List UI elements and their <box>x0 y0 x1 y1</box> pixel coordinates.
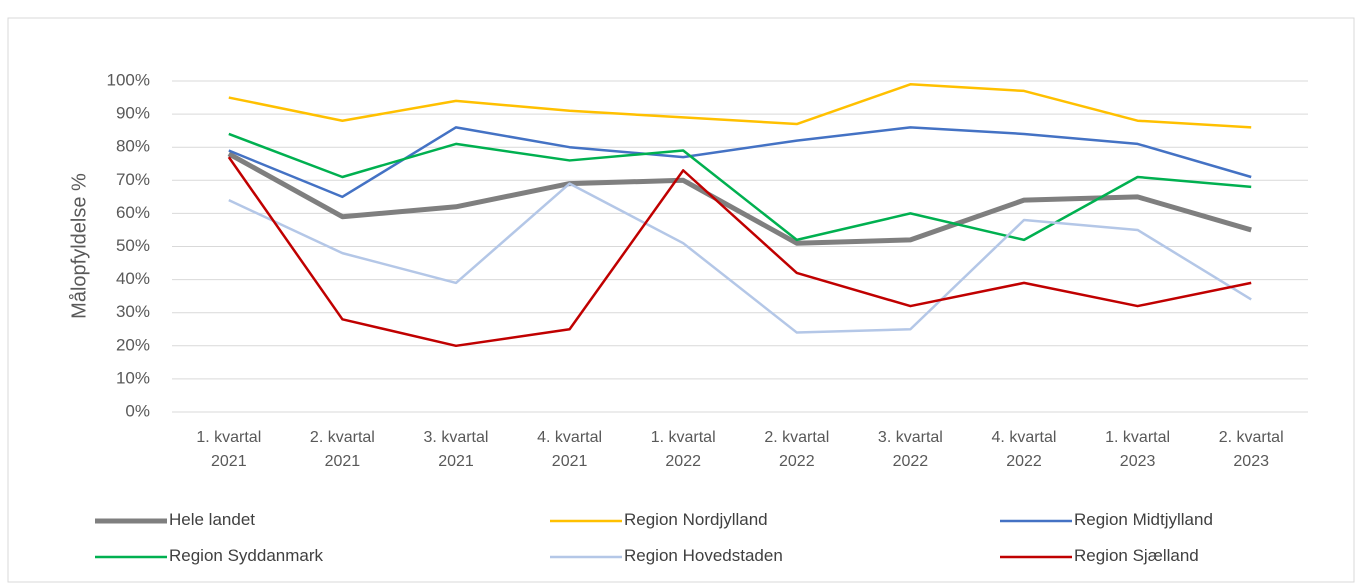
series-line <box>227 151 1252 246</box>
y-tick-label: 0% <box>125 401 150 420</box>
y-tick-label: 70% <box>116 170 150 189</box>
x-tick-label: 3. kvartal 2021 <box>423 429 489 470</box>
x-tick-label: 2. kvartal 2021 <box>309 429 375 470</box>
legend-label: Region Midtjylland <box>1074 510 1213 529</box>
y-tick-label: 50% <box>116 236 150 255</box>
series-line <box>227 156 1252 348</box>
legend-label: Region Hovedstaden <box>624 546 783 565</box>
legend-label: Hele landet <box>169 510 256 529</box>
legend-label: Region Nordjylland <box>624 510 768 529</box>
chart-border <box>7 17 1355 583</box>
series-line <box>228 83 1252 129</box>
y-axis-label: Målopfyldelse % <box>68 173 90 319</box>
y-tick-label: 40% <box>116 269 150 288</box>
series-line <box>228 126 1252 199</box>
series-line <box>228 132 1252 242</box>
x-tick-label: 1. kvartal 2021 <box>196 429 262 470</box>
y-tick-label: 100% <box>107 70 150 89</box>
y-tick-label: 60% <box>116 203 150 222</box>
x-tick-label: 3. kvartal 2022 <box>877 429 943 470</box>
x-tick-label: 1. kvartal 2023 <box>1105 429 1171 470</box>
y-tick-label: 90% <box>116 104 150 123</box>
series-line <box>228 182 1252 334</box>
legend-label: Region Sjælland <box>1074 546 1199 565</box>
y-tick-label: 20% <box>116 335 150 354</box>
y-tick-label: 10% <box>116 368 150 387</box>
y-tick-label: 30% <box>116 302 150 321</box>
x-tick-label: 2. kvartal 2022 <box>764 429 830 470</box>
y-tick-label: 80% <box>116 137 150 156</box>
x-tick-label: 4. kvartal 2022 <box>991 429 1057 470</box>
x-tick-label: 4. kvartal 2021 <box>537 429 603 470</box>
x-tick-label: 2. kvartal 2023 <box>1218 429 1284 470</box>
legend-label: Region Syddanmark <box>169 546 324 565</box>
x-tick-label: 1. kvartal 2022 <box>650 429 716 470</box>
